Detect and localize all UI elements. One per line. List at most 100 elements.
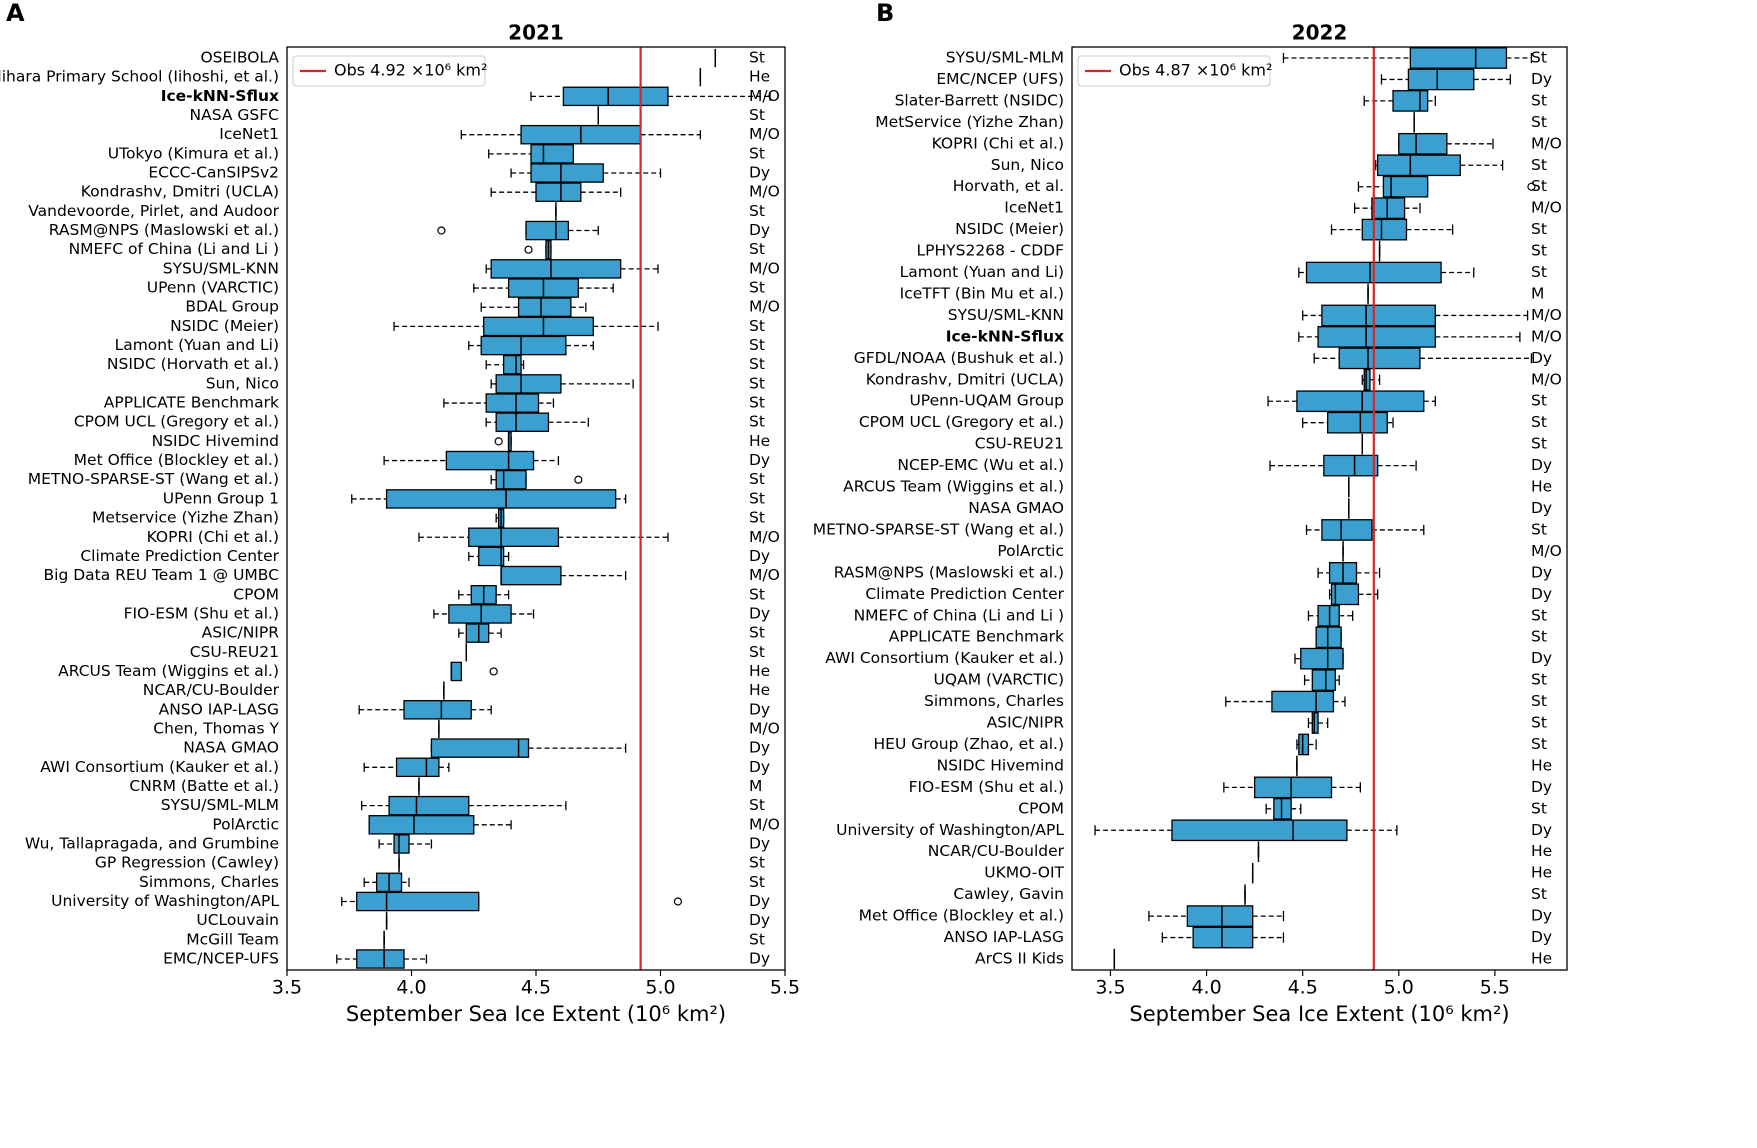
category-label: IceNet1	[1004, 199, 1064, 217]
category-label: EMC/NCEP-UFS	[163, 950, 279, 968]
outlier	[437, 226, 446, 235]
x-tick-label: 4.5	[521, 977, 551, 999]
x-tick-label: 5.5	[770, 977, 800, 999]
category-label: CPOM UCL (Gregory et al.)	[859, 413, 1064, 431]
box	[495, 412, 550, 432]
category-label: Kondrashv, Dmitri (UCLA)	[866, 370, 1064, 388]
category-label: FIO-ESM (Shu et al.)	[909, 778, 1064, 796]
category-label: Simmons, Charles	[139, 873, 279, 891]
method-label: St	[749, 930, 765, 948]
method-label: Dy	[749, 950, 770, 968]
box	[517, 297, 572, 317]
category-label: ASIC/NIPR	[987, 714, 1065, 732]
chart-title: 2022	[1292, 21, 1348, 45]
category-label: Wu, Tallapragada, and Grumbine	[25, 834, 279, 852]
category-label: NSIDC Hivemind	[152, 432, 279, 450]
category-label: NCAR/CU-Boulder	[143, 681, 280, 699]
method-label: Dy	[749, 547, 770, 565]
legend-box	[1077, 55, 1271, 87]
method-label: St	[749, 336, 765, 354]
x-tick-label: 4.0	[1191, 977, 1221, 999]
category-label: CSU-REU21	[190, 643, 279, 661]
method-label: Dy	[1531, 649, 1552, 667]
category-label: Sun, Nico	[991, 156, 1064, 174]
box	[502, 354, 522, 375]
box	[1253, 776, 1333, 799]
category-label: University of Washington/APL	[836, 821, 1064, 839]
method-label: St	[749, 624, 765, 642]
box	[1296, 390, 1425, 413]
category-label: ASIC/NIPR	[202, 624, 280, 642]
category-label: SYSU/SML-MLM	[946, 49, 1064, 67]
method-label: Dy	[749, 164, 770, 182]
category-label: ANSO IAP-LASG	[944, 928, 1064, 946]
method-label: St	[1531, 242, 1547, 260]
method-label: St	[1531, 263, 1547, 281]
category-label: Ice-kNN-Sflux	[161, 87, 279, 105]
box	[530, 163, 604, 183]
method-label: M/O	[749, 183, 780, 201]
x-tick-label: 4.5	[1288, 977, 1318, 999]
method-label: Dy	[749, 911, 770, 929]
category-label: Lamont (Yuan and Li)	[900, 263, 1064, 281]
method-label: Dy	[1531, 907, 1552, 925]
box	[388, 795, 470, 816]
method-label: M/O	[749, 259, 780, 277]
method-label: Dy	[1531, 456, 1552, 474]
category-label: Met Office (Blockley et al.)	[74, 451, 279, 469]
box	[1311, 669, 1337, 691]
box	[1192, 926, 1254, 949]
category-label: KOPRI (Chi et al.)	[147, 528, 279, 546]
box	[1317, 326, 1436, 348]
box	[1323, 454, 1379, 477]
box	[480, 335, 567, 356]
category-label: Ice-kNN-Sflux	[946, 327, 1064, 345]
method-label: St	[749, 374, 765, 392]
category-label: RASM@NPS (Maslowski et al.)	[49, 221, 279, 239]
outlier	[574, 475, 583, 484]
method-label: St	[1531, 113, 1547, 131]
method-label: M/O	[1531, 306, 1562, 324]
method-label: St	[749, 394, 765, 412]
category-label: AWI Consortium (Kauker et al.)	[825, 649, 1064, 667]
box	[1330, 583, 1360, 606]
category-label: NCAR/CU-Boulder	[928, 842, 1065, 860]
category-label: ARCUS Team (Wiggins et al.)	[58, 662, 279, 680]
box	[1338, 347, 1421, 370]
method-label: Dy	[1531, 821, 1552, 839]
category-label: Metservice (Yizhe Zhan)	[92, 509, 279, 527]
category-label: Kondrashv, Dmitri (UCLA)	[81, 183, 279, 201]
category-label: HEU Group (Zhao, et al.)	[874, 735, 1064, 753]
box	[465, 623, 490, 643]
method-label: Dy	[749, 700, 770, 718]
method-label: St	[749, 470, 765, 488]
x-axis-label: September Sea Ice Extent (10⁶ km²)	[346, 1002, 726, 1026]
method-label: Dy	[1531, 563, 1552, 581]
method-label: Dy	[749, 739, 770, 757]
category-label: SYSU/SML-MLM	[161, 796, 279, 814]
method-label: M/O	[1531, 327, 1562, 345]
box	[450, 661, 462, 682]
method-label: M/O	[749, 125, 780, 143]
method-label: Dy	[1531, 928, 1552, 946]
box	[1311, 712, 1319, 734]
box	[1398, 132, 1448, 155]
category-label: UCLouvain	[196, 911, 279, 929]
category-label: CPOM	[233, 585, 279, 603]
chart-title: 2021	[508, 21, 564, 45]
method-label: M	[1531, 284, 1544, 302]
category-label: Sun, Nico	[206, 374, 279, 392]
method-label: St	[749, 144, 765, 162]
category-label: Horvath, et al.	[953, 177, 1064, 195]
plot-frame	[1071, 46, 1568, 971]
method-label: St	[1531, 735, 1547, 753]
category-label: AWI Consortium (Kauker et al.)	[40, 758, 279, 776]
category-label: NASA GMAO	[968, 499, 1064, 517]
category-label: PolArctic	[997, 542, 1064, 560]
category-label: MetService (Yizhe Zhan)	[875, 113, 1064, 131]
method-label: Dy	[749, 604, 770, 622]
method-label: St	[1531, 91, 1547, 109]
category-label: PolArctic	[212, 815, 279, 833]
category-label: Big Data REU Team 1 @ UMBC	[44, 566, 280, 584]
